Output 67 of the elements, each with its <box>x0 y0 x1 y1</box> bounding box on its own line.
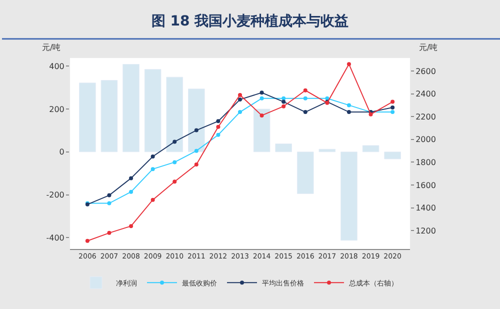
point <box>129 176 134 180</box>
point <box>150 154 155 159</box>
y2-tick-label: 1400 <box>416 204 436 213</box>
point <box>172 160 177 164</box>
bar <box>253 108 270 152</box>
point <box>107 230 112 235</box>
y2-axis-title: 元/吨 <box>419 43 438 52</box>
point <box>282 96 286 100</box>
point <box>303 88 308 92</box>
point <box>216 132 220 137</box>
bar <box>384 152 401 160</box>
point <box>260 90 264 95</box>
point <box>325 96 330 100</box>
point <box>390 110 395 114</box>
y-tick-label: -200 <box>46 190 64 200</box>
y-tick-label: 400 <box>49 62 64 71</box>
y-tick-label: 0 <box>59 148 64 157</box>
point <box>194 162 198 166</box>
point <box>85 238 90 243</box>
point <box>260 96 264 100</box>
point <box>238 98 242 102</box>
point <box>346 110 351 114</box>
y2-tick-label: 2400 <box>416 90 436 99</box>
bar <box>122 64 140 152</box>
y2-tick-label: 1200 <box>416 226 436 236</box>
point <box>172 180 177 184</box>
bar <box>100 80 118 152</box>
y-tick-label: 200 <box>49 104 64 114</box>
bar <box>79 82 96 152</box>
bar <box>275 144 292 152</box>
y-tick-label: -400 <box>46 233 64 242</box>
y2-tick-label: 1800 <box>416 158 436 168</box>
point <box>238 92 242 97</box>
bar <box>296 152 314 194</box>
point <box>260 113 264 118</box>
point <box>150 167 155 172</box>
y2-tick-label: 1600 <box>416 180 436 190</box>
point <box>129 190 134 194</box>
point <box>282 100 286 104</box>
point <box>390 105 395 110</box>
point <box>303 110 308 114</box>
point <box>194 148 198 153</box>
bar <box>188 88 205 152</box>
point <box>303 96 308 100</box>
point <box>216 119 220 124</box>
chart-title: 图 18 我国小麦种植成本与收益 <box>151 13 349 30</box>
bar <box>318 148 336 152</box>
point <box>107 201 112 206</box>
bar <box>340 152 358 241</box>
point <box>172 140 177 144</box>
bar <box>144 69 162 152</box>
point <box>150 198 155 202</box>
point <box>346 103 351 108</box>
point <box>390 100 395 104</box>
y2-tick-label: 2000 <box>416 135 436 144</box>
y2-tick-label: 2200 <box>416 112 436 122</box>
point <box>194 128 198 132</box>
point <box>216 124 220 129</box>
point <box>129 224 134 228</box>
y-axis-title: 元/吨 <box>42 43 61 52</box>
bar <box>362 145 380 152</box>
point <box>107 193 112 198</box>
y2-tick-label: 2600 <box>416 66 436 76</box>
point <box>346 62 351 66</box>
bar <box>166 76 184 152</box>
point <box>238 110 242 114</box>
point <box>282 104 286 108</box>
